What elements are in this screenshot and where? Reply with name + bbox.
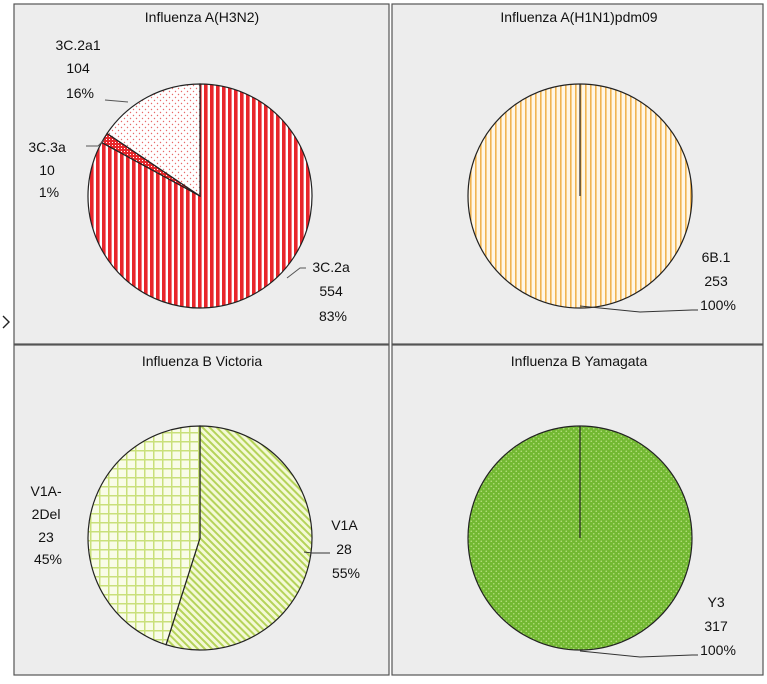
label-3c2a1-value: 104: [66, 60, 90, 76]
pie-slice-3c-2a1: [106, 83, 201, 198]
pie-yamagata: [467, 425, 693, 651]
title-h1n1: Influenza A(H1N1)pdm09: [500, 9, 657, 25]
leader-3c2a: [286, 267, 306, 279]
label-6b1-pct: 100%: [700, 297, 736, 313]
leader-v1a: [303, 551, 330, 554]
pie-h3n2: [87, 83, 313, 309]
pie-slice-v1a-2del: [87, 425, 201, 646]
panel-h1n1: Influenza A(H1N1)pdm09 6B.1 253 100%: [391, 3, 764, 345]
label-3c2a1-name: 3C.2a1: [55, 37, 100, 53]
label-6b1: 6B.1 253 100%: [700, 249, 736, 313]
pie-victoria: [87, 425, 313, 651]
title-victoria: Influenza B Victoria: [142, 353, 263, 369]
panel-h3n2: Influenza A(H3N2) 3C.2a1 104 16% 3C.3a 1…: [13, 3, 390, 345]
label-3c2a-pct: 83%: [319, 308, 347, 324]
label-y3-pct: 100%: [700, 642, 736, 658]
leader-y3: [579, 650, 698, 658]
label-6b1-value: 253: [704, 273, 728, 289]
label-y3-name: Y3: [707, 594, 724, 610]
label-3c2a-value: 554: [319, 283, 343, 299]
pie-h1n1: [467, 83, 693, 309]
label-v1a-name: V1A: [331, 517, 358, 533]
label-y3: Y3 317 100%: [700, 594, 736, 658]
label-3c3a-pct: 1%: [39, 184, 59, 200]
label-3c3a: 3C.3a 10 1%: [28, 139, 69, 200]
label-3c3a-name: 3C.3a: [28, 139, 66, 155]
label-y3-value: 317: [704, 618, 728, 634]
panel-victoria: Influenza B Victoria V1A- 2Del 23 45% V1…: [13, 344, 390, 676]
label-v1a-2del-name-1: V1A-: [30, 483, 61, 499]
label-3c3a-value: 10: [39, 162, 55, 178]
label-v1a-2del-pct: 45%: [34, 551, 62, 567]
label-v1a-pct: 55%: [332, 565, 360, 581]
arrow-marker-icon: [2, 315, 10, 329]
leader-6b1: [579, 305, 698, 313]
label-v1a-2del-name-2: 2Del: [32, 506, 61, 522]
label-v1a-value: 28: [336, 541, 352, 557]
label-v1a-2del: V1A- 2Del 23 45%: [30, 483, 65, 567]
title-h3n2: Influenza A(H3N2): [145, 9, 259, 25]
pie-slice-v1a: [165, 425, 313, 651]
label-6b1-name: 6B.1: [702, 249, 731, 265]
leader-3c3a: [86, 139, 105, 147]
panel-yamagata: Influenza B Yamagata Y3 317 100%: [391, 344, 764, 676]
title-yamagata: Influenza B Yamagata: [511, 353, 648, 369]
leader-3c2a1: [104, 99, 129, 103]
label-3c2a1-pct: 16%: [66, 85, 94, 101]
label-v1a: V1A 28 55%: [331, 517, 361, 581]
label-3c2a-name: 3C.2a: [312, 259, 350, 275]
label-3c2a: 3C.2a 554 83%: [312, 259, 353, 324]
label-3c2a1: 3C.2a1 104 16%: [55, 37, 104, 101]
label-v1a-2del-value: 23: [38, 529, 54, 545]
